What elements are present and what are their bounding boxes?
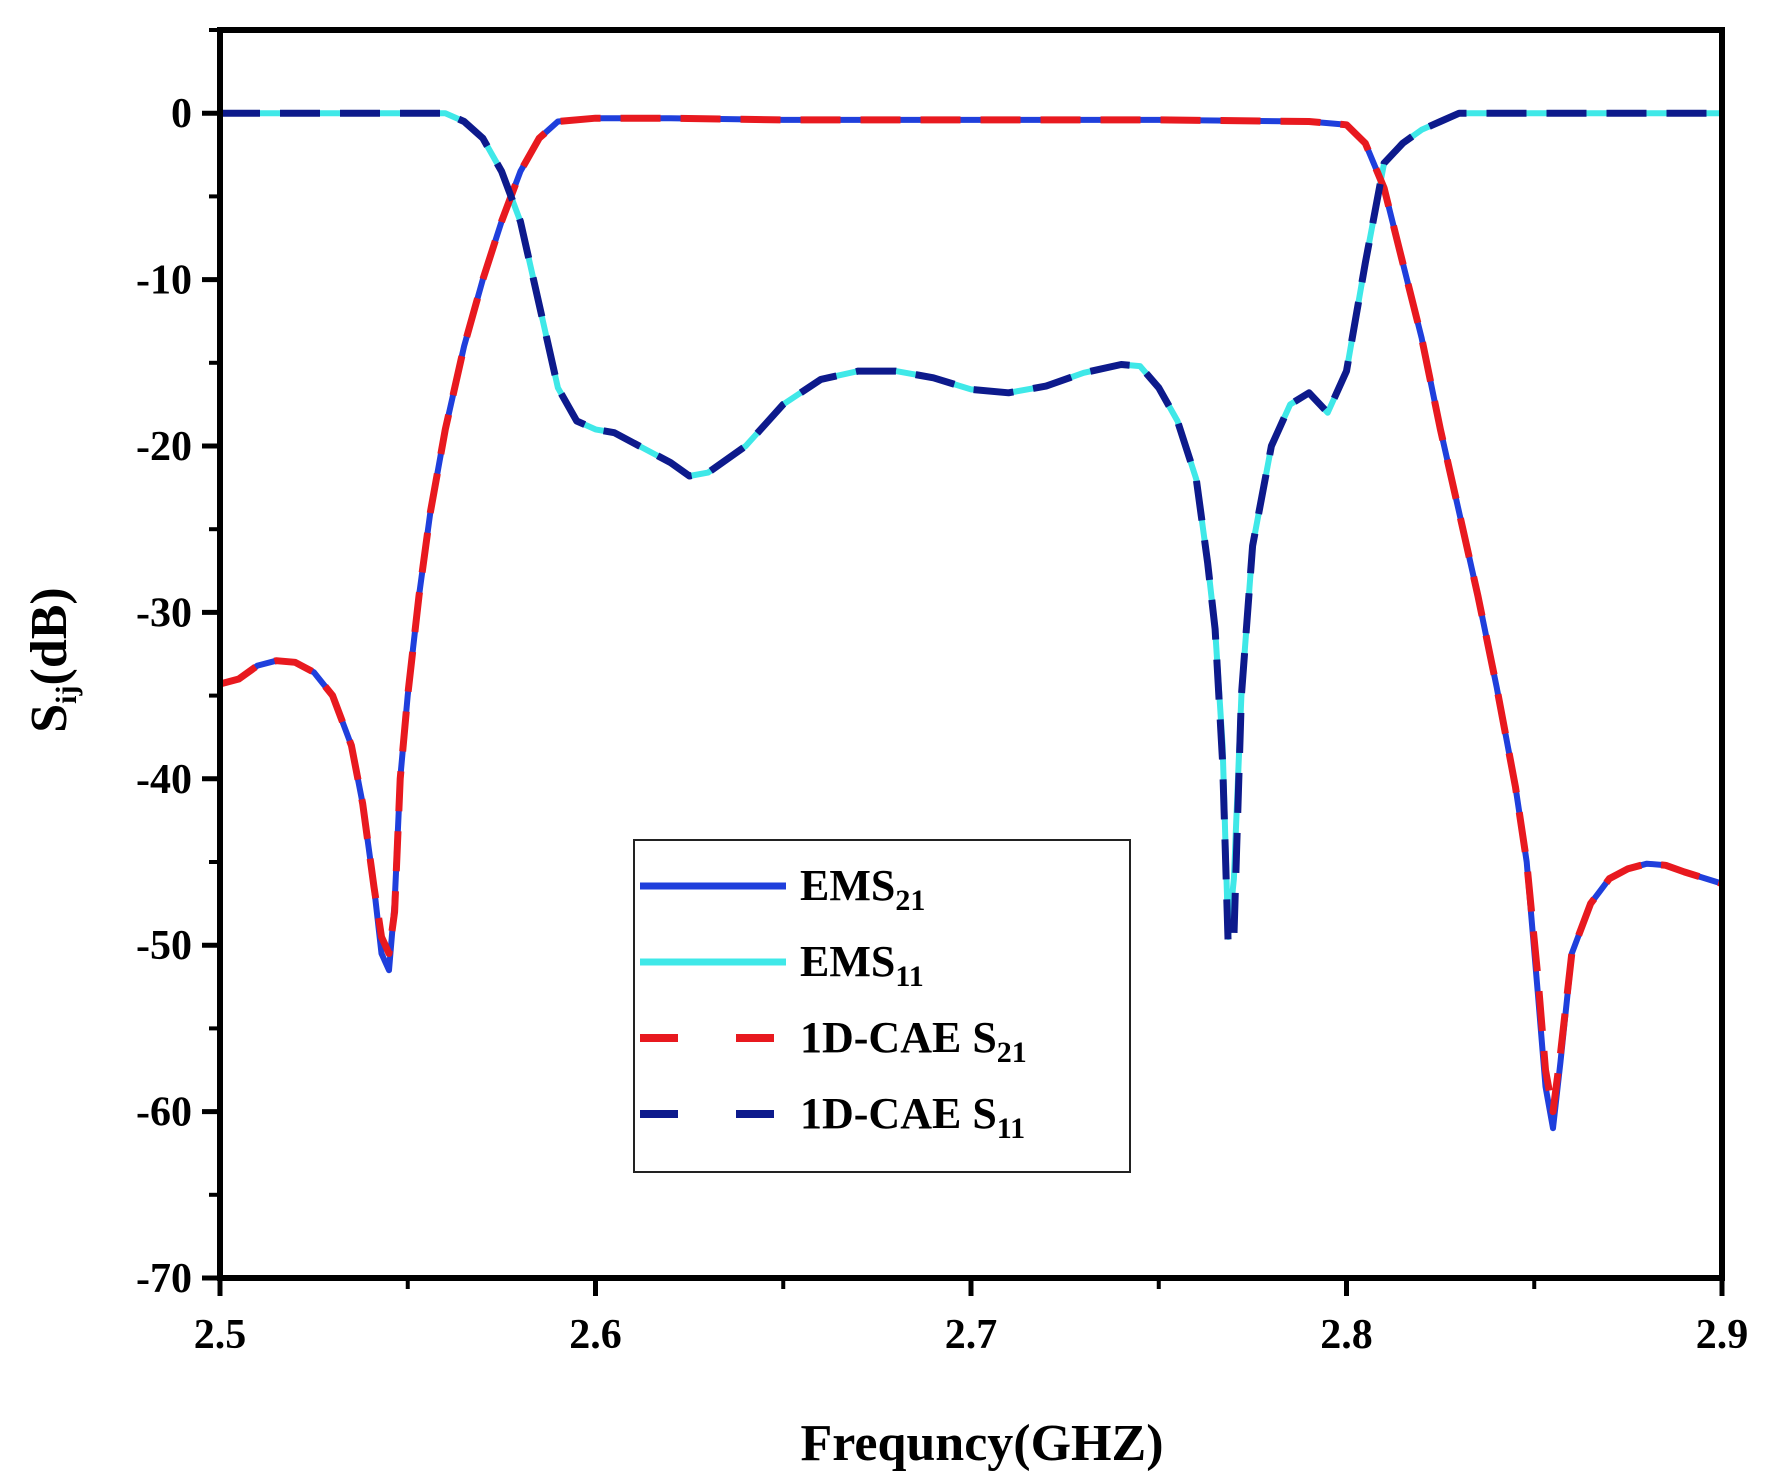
y-axis-title: Sij(dB) <box>21 587 83 733</box>
plot-frame <box>217 27 1725 1281</box>
y-tick-label: -60 <box>136 1090 192 1136</box>
y-tick-label: -20 <box>136 424 192 470</box>
tick-labels: 2.5 2.6 2.7 2.8 2.9 0 -10 -20 -30 -40 -50 -60 -70 <box>136 91 1748 1358</box>
y-axis-title-main: S <box>21 704 78 733</box>
y-tick-label: 0 <box>171 91 192 137</box>
series-layer <box>219 109 1724 1132</box>
x-tick-label: 2.6 <box>569 1312 622 1358</box>
y-axis-title-sub: ij <box>50 686 83 704</box>
x-tick-label: 2.8 <box>1320 1312 1373 1358</box>
legend-box <box>633 839 1131 1173</box>
x-tick-label: 2.7 <box>945 1312 998 1358</box>
x-axis-title: Frequncy(GHZ) <box>800 1415 1163 1472</box>
y-tick-label: -30 <box>136 590 192 636</box>
series-line-2 <box>220 110 1722 940</box>
legend-label-1: EMS21 <box>800 861 925 917</box>
legend-label-main: EMS <box>800 937 895 986</box>
legend-label-main: 1D-CAE S <box>800 1013 997 1062</box>
y-tick-label: -10 <box>136 258 192 304</box>
legend-label-sub: 21 <box>997 1036 1027 1069</box>
legend-label-3: 1D-CAE S21 <box>800 1013 1027 1069</box>
legend-label-sub: 11 <box>997 1112 1025 1145</box>
series-line-4 <box>220 109 1722 949</box>
y-tick-label: -40 <box>136 757 192 803</box>
legend-label-sub: 11 <box>895 960 923 993</box>
legend-label-sub: 21 <box>895 884 925 917</box>
y-tick-label: -50 <box>136 923 192 969</box>
legend-label-2: EMS11 <box>800 937 924 993</box>
x-tick-label: 2.9 <box>1696 1312 1749 1358</box>
legend-label-main: EMS <box>800 861 895 910</box>
x-tick-label: 2.5 <box>194 1312 247 1358</box>
series-line-3 <box>219 114 1724 1116</box>
y-axis-title-rest: (dB) <box>21 587 78 685</box>
legend-label-4: 1D-CAE S11 <box>800 1089 1025 1145</box>
y-tick-label: -70 <box>136 1256 192 1302</box>
legend-label-main: 1D-CAE S <box>800 1089 997 1138</box>
